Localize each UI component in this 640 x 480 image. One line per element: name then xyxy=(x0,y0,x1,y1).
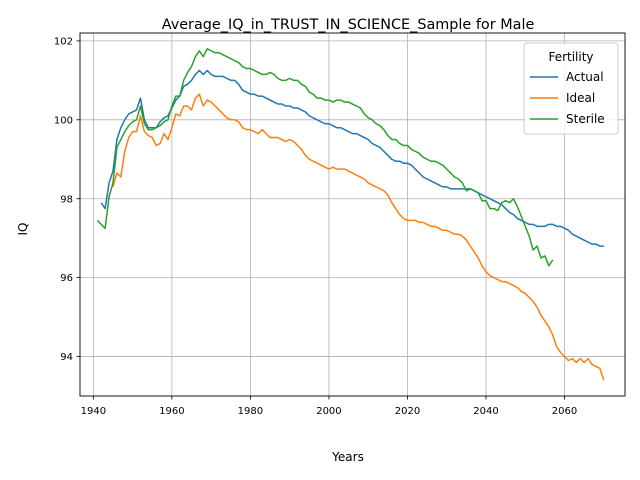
legend-label-sterile: Sterile xyxy=(566,112,605,126)
series-line-sterile xyxy=(96,48,554,267)
x-tick-label: 1980 xyxy=(238,406,263,417)
x-tick-label: 2000 xyxy=(316,406,341,417)
series-line-ideal xyxy=(112,93,605,381)
y-tick-label: 96 xyxy=(60,273,73,284)
x-tick-label: 1960 xyxy=(159,406,184,417)
y-tick-label: 98 xyxy=(60,194,73,205)
y-tick-label: 94 xyxy=(60,352,73,363)
x-axis-label: Years xyxy=(331,450,364,464)
x-tick-label: 2020 xyxy=(395,406,420,417)
x-tick-label: 2060 xyxy=(552,406,577,417)
legend-title: Fertility xyxy=(548,50,593,64)
axis-ticks: 1940 1960 1980 2000 2020 2040 2060 94 96 98 100 102 xyxy=(54,36,577,417)
chart-title: Average_IQ_in_TRUST_IN_SCIENCE_Sample fo… xyxy=(162,17,535,33)
legend-box xyxy=(523,42,619,135)
y-tick-label: 100 xyxy=(54,115,73,126)
plot-area-frame xyxy=(79,32,626,397)
x-tick-label: 2040 xyxy=(473,406,498,417)
legend: Fertility Actual Ideal Sterile xyxy=(523,42,619,135)
legend-label-actual: Actual xyxy=(566,70,604,84)
y-axis-label: IQ xyxy=(16,223,30,236)
legend-entries: Actual Ideal Sterile xyxy=(530,70,605,126)
series-line-actual xyxy=(100,69,604,247)
series-lines xyxy=(96,48,605,381)
x-tick-label: 1940 xyxy=(81,406,106,417)
legend-label-ideal: Ideal xyxy=(566,91,595,105)
y-tick-label: 102 xyxy=(54,36,73,47)
